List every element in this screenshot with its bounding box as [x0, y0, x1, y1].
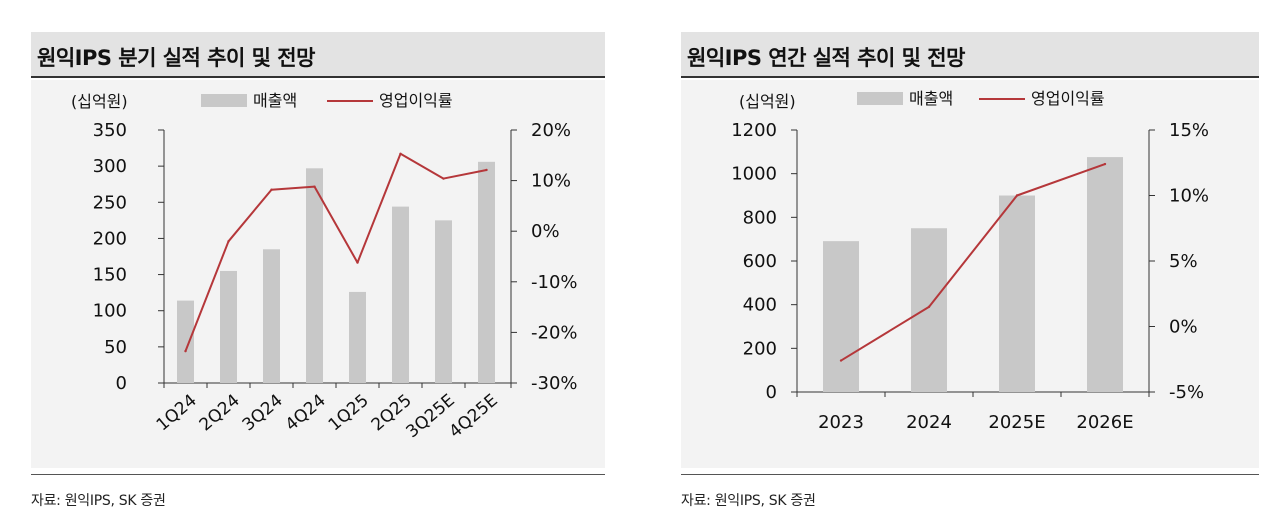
x-axis-tick-label: 2026E [1076, 412, 1133, 433]
left-axis-tick-label: 250 [93, 192, 127, 213]
line-point [442, 177, 445, 180]
line-point [485, 168, 488, 172]
plot-area [681, 80, 1259, 468]
x-axis-tick-label: 2023 [818, 412, 864, 433]
bar [1087, 157, 1123, 392]
left-axis-tick-label: 400 [743, 295, 777, 316]
left-axis-tick-label: 1200 [731, 120, 777, 141]
unit-label: (십억원) [71, 92, 128, 111]
bar [392, 206, 409, 383]
divider [31, 474, 605, 475]
left-axis-tick-label: 0 [766, 382, 777, 403]
legend-label-bar: 매출액 [253, 91, 297, 110]
annual-chart: (십억원) 매출액 영업이익률 0 200 400 600 800 1000 1200 -5% 0% 5… [731, 89, 1209, 433]
right-axis-tick-label: -30% [531, 373, 578, 394]
bar [177, 300, 194, 383]
title-bar: 원익IPS 분기 실적 추이 및 전망 [31, 32, 605, 78]
right-axis-tick-label: -10% [531, 272, 578, 293]
x-axis-tick-label: 4Q25E [446, 391, 502, 443]
divider [681, 474, 1259, 475]
legend-swatch-bar [201, 94, 247, 107]
bar [911, 228, 947, 392]
line-point [1103, 162, 1107, 166]
source-note: 자료: 원익IPS, SK 증권 [681, 493, 816, 509]
line-point [227, 240, 230, 243]
right-axis-tick-label: 10% [531, 171, 571, 192]
right-axis-tick-label: 15% [1169, 120, 1209, 141]
quarterly-chart-panel: 원익IPS 분기 실적 추이 및 전망 (십억원) 매출액 영업이익률 0 50 100 1… [31, 0, 605, 525]
x-axis-tick-label: 1Q24 [153, 391, 201, 436]
left-axis-tick-label: 0 [116, 373, 127, 394]
bar [823, 241, 859, 392]
margin-line [840, 163, 1106, 362]
left-axis-tick-label: 800 [743, 207, 777, 228]
unit-label: (십억원) [739, 92, 796, 111]
bar [349, 291, 366, 383]
legend-label-line: 영업이익률 [1031, 89, 1105, 108]
quarterly-chart: (십억원) 매출액 영업이익률 0 50 100 150 200 250 300 350 -30% -2… [71, 91, 578, 443]
chart-title: 원익IPS 분기 실적 추이 및 전망 [37, 46, 315, 70]
left-axis-tick-label: 600 [743, 251, 777, 272]
legend-label-bar: 매출액 [909, 89, 953, 108]
line-point [839, 359, 843, 362]
legend-label-line: 영업이익률 [379, 91, 453, 110]
left-axis-tick-label: 350 [93, 120, 127, 141]
bar [478, 161, 495, 383]
source-note: 자료: 원익IPS, SK 증권 [31, 493, 166, 509]
right-axis-tick-label: 20% [531, 120, 571, 141]
left-axis-tick-label: 100 [93, 301, 127, 322]
bar [263, 249, 280, 383]
x-axis-tick-label: 3Q24 [239, 391, 287, 436]
line-point [927, 305, 931, 309]
legend-swatch-bar [857, 92, 903, 105]
line-point [270, 188, 273, 191]
left-axis-tick-label: 200 [93, 228, 127, 249]
x-axis-tick-label: 3Q25E [403, 391, 459, 443]
bar [306, 168, 323, 383]
left-axis-tick-label: 300 [93, 156, 127, 177]
line-point [1015, 194, 1019, 197]
x-axis-tick-label: 2025E [988, 412, 1045, 433]
chart-title: 원익IPS 연간 실적 추이 및 전망 [687, 46, 965, 70]
right-axis-tick-label: 0% [1169, 317, 1198, 338]
annual-chart-panel: 원익IPS 연간 실적 추이 및 전망 (십억원) 매출액 영업이익률 0 200 400… [681, 0, 1259, 525]
line-point [313, 185, 316, 188]
x-axis-tick-label: 2Q24 [196, 391, 244, 436]
right-axis-tick-label: -20% [531, 322, 578, 343]
left-axis-tick-label: 50 [104, 337, 127, 358]
x-axis-tick-label: 1Q25 [325, 391, 373, 436]
line-point [184, 349, 187, 353]
line-point [399, 152, 402, 155]
line-point [356, 261, 359, 264]
title-bar: 원익IPS 연간 실적 추이 및 전망 [681, 32, 1259, 78]
left-axis-tick-label: 200 [743, 338, 777, 359]
bar [220, 270, 237, 383]
left-axis-tick-label: 150 [93, 265, 127, 286]
bar [435, 220, 452, 383]
right-axis-tick-label: -5% [1169, 382, 1204, 403]
x-axis-tick-label: 4Q24 [282, 391, 330, 436]
bar [999, 195, 1035, 392]
right-axis-tick-label: 5% [1169, 251, 1198, 272]
left-axis-tick-label: 1000 [731, 164, 777, 185]
right-axis-tick-label: 0% [531, 221, 560, 242]
margin-line [184, 152, 487, 352]
x-axis-tick-label: 2024 [906, 412, 952, 433]
right-axis-tick-label: 10% [1169, 186, 1209, 207]
